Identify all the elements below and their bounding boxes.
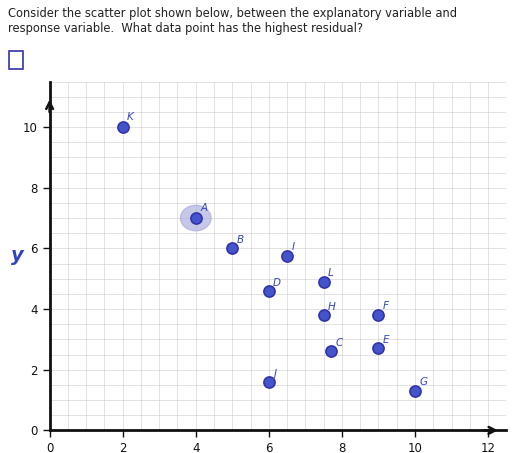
- Text: A: A: [200, 202, 207, 212]
- Text: B: B: [236, 235, 244, 245]
- Text: F: F: [383, 301, 389, 312]
- Text: I: I: [291, 242, 294, 252]
- Text: J: J: [273, 369, 276, 379]
- Text: H: H: [328, 302, 336, 312]
- Text: E: E: [383, 335, 389, 346]
- Text: K: K: [127, 111, 134, 121]
- Text: L: L: [328, 268, 334, 278]
- Y-axis label: y: y: [11, 246, 23, 265]
- Text: Consider the scatter plot shown below, between the explanatory variable and: Consider the scatter plot shown below, b…: [8, 7, 457, 20]
- Text: D: D: [273, 278, 281, 288]
- Bar: [9, 51, 23, 69]
- Text: G: G: [419, 377, 428, 387]
- Circle shape: [181, 205, 211, 231]
- Text: C: C: [335, 338, 342, 348]
- Text: response variable.  What data point has the highest residual?: response variable. What data point has t…: [8, 22, 363, 35]
